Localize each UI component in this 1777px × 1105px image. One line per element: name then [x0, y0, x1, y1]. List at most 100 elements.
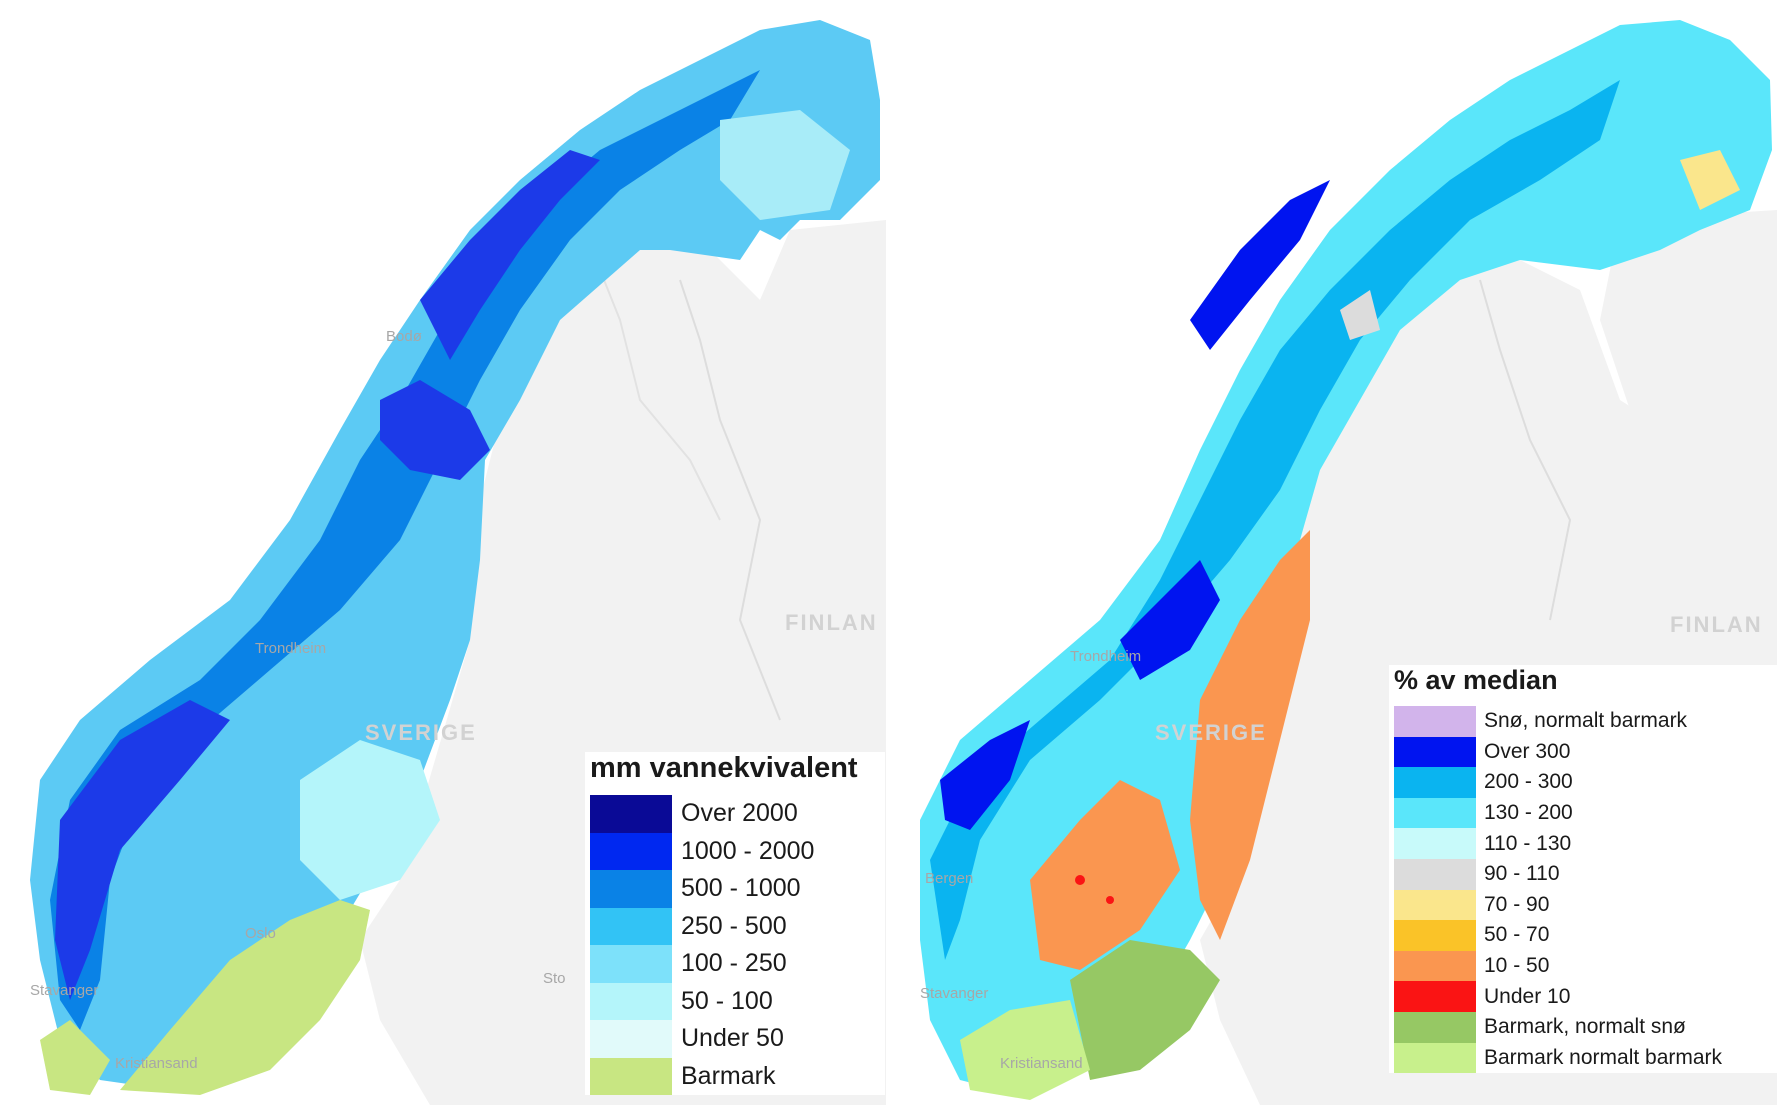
legend-label: Barmark normalt barmark — [1484, 1045, 1723, 1069]
legend-item: 110 - 130 — [1389, 828, 1777, 859]
legend-item: 50 - 70 — [1389, 920, 1777, 951]
legend-label: 500 - 1000 — [681, 874, 801, 903]
zone-under-10 — [1106, 896, 1114, 904]
place-label: Bergen — [925, 870, 974, 887]
zone-200-300 — [930, 80, 1620, 960]
legend-swatch — [590, 982, 672, 1020]
legend-swatch — [590, 795, 672, 833]
zone-1000-2000-mid — [380, 380, 490, 480]
norway-snow-base — [30, 20, 880, 1090]
zone-1000-2000-west — [55, 700, 230, 1000]
legend-item: 130 - 200 — [1389, 797, 1777, 829]
zone-over-300-mid — [1120, 560, 1220, 680]
legend-item: 250 - 500 — [585, 907, 885, 945]
zone-1000-2000-north — [420, 150, 600, 360]
legend-label: 50 - 100 — [681, 986, 773, 1015]
legend-swatch — [1394, 1042, 1476, 1074]
legend-label: Under 50 — [681, 1024, 784, 1053]
country-label: FINLAN — [785, 610, 878, 635]
zone-light-east — [300, 740, 440, 900]
legend-swatch — [1394, 828, 1476, 859]
zone-70-90-finnmark — [1680, 150, 1740, 210]
percent-median-map-panel: Bergen Trondheim Stavanger Kristiansand … — [900, 0, 1777, 1105]
zone-over-300-north — [1190, 180, 1330, 350]
legend-item: 100 - 250 — [585, 945, 885, 983]
border-line — [1479, 279, 1572, 621]
legend-item: Over 300 — [1389, 736, 1777, 768]
zone-barmark — [120, 900, 370, 1095]
place-label: Stavanger — [920, 985, 989, 1002]
zone-barmark-tip — [40, 1020, 110, 1095]
legend-item: 90 - 110 — [1389, 858, 1777, 890]
legend-swatch — [1394, 797, 1476, 829]
legend-swatch — [590, 1057, 672, 1095]
zone-barmark-normalt-sno — [1070, 940, 1220, 1080]
legend-label: 10 - 50 — [1484, 954, 1550, 978]
finland-land — [760, 220, 886, 700]
zone-10-50-east — [1190, 530, 1310, 940]
place-label: Oslo — [245, 925, 276, 942]
legend-label: Under 10 — [1484, 984, 1571, 1008]
legend-item: 500 - 1000 — [585, 870, 885, 908]
place-label: Kristiansand — [1000, 1055, 1083, 1072]
legend-label: Barmark, normalt snø — [1484, 1015, 1686, 1039]
border-line — [679, 279, 781, 721]
percent-median-legend: % av median Snø, normalt barmark Over 300… — [1389, 665, 1777, 1074]
legend-item: Snø, normalt barmark — [1389, 706, 1777, 737]
legend-label: Barmark — [681, 1061, 776, 1090]
zone-10-50-south — [1030, 780, 1180, 970]
legend-swatch — [1394, 736, 1476, 768]
place-label: Sto — [543, 970, 566, 987]
legend-label: 250 - 500 — [681, 911, 787, 940]
legend-item: Barmark — [585, 1057, 885, 1095]
zone-barmark-normalt-barmark — [960, 1000, 1090, 1100]
legend-item: 1000 - 2000 — [585, 832, 885, 870]
legend-title: mm vannekvivalent — [590, 752, 858, 784]
legend-label: 130 - 200 — [1484, 801, 1573, 825]
legend-swatch — [590, 1020, 672, 1058]
legend-label: 90 - 110 — [1484, 862, 1560, 886]
place-label: Trondheim — [255, 640, 327, 657]
legend-label: 50 - 70 — [1484, 923, 1550, 947]
country-label: SVERIGE — [365, 720, 477, 745]
country-label: FINLAN — [1670, 612, 1763, 637]
legend-item: Barmark, normalt snø — [1389, 1011, 1777, 1043]
zone-90-110 — [1340, 290, 1380, 340]
legend-swatch — [590, 870, 672, 908]
country-label: SVERIGE — [1155, 720, 1267, 745]
legend-item: Barmark normalt barmark — [1389, 1042, 1777, 1074]
legend-title: % av median — [1394, 665, 1558, 695]
legend-swatch — [1394, 981, 1476, 1012]
legend-swatch — [590, 945, 672, 983]
snow-depth-map-panel: Bodø Trondheim Oslo Stavanger Kristiansa… — [0, 0, 886, 1105]
legend-item: Under 50 — [585, 1020, 885, 1058]
legend-swatch — [590, 832, 672, 870]
legend-label: 100 - 250 — [681, 949, 787, 978]
legend-swatch — [1394, 1011, 1476, 1043]
legend-swatch — [1394, 767, 1476, 798]
coast-line-sea — [599, 269, 721, 521]
legend-label: Snø, normalt barmark — [1484, 709, 1688, 733]
zone-under-10 — [1075, 875, 1085, 885]
legend-label: Over 300 — [1484, 739, 1571, 763]
place-label: Stavanger — [30, 982, 99, 999]
place-label: Trondheim — [1070, 648, 1142, 665]
legend-swatch — [1394, 889, 1476, 921]
legend-label: 110 - 130 — [1484, 831, 1572, 855]
legend-item: Over 2000 — [585, 795, 885, 833]
legend-item: 50 - 100 — [585, 982, 885, 1020]
legend-swatch — [590, 907, 672, 945]
panel-divider — [886, 0, 900, 1105]
legend-swatch — [1394, 706, 1476, 737]
legend-item: 10 - 50 — [1389, 950, 1777, 982]
zone-light-finnmark — [720, 110, 850, 220]
zone-over-300-west — [940, 720, 1030, 830]
legend-label: 70 - 90 — [1484, 892, 1550, 916]
legend-swatch — [1394, 950, 1476, 982]
snow-depth-legend: mm vannekvivalent Over 2000 1000 - 2000 50… — [585, 752, 885, 1095]
legend-item: 200 - 300 — [1389, 767, 1777, 798]
legend-label: 1000 - 2000 — [681, 836, 815, 865]
legend-item: 70 - 90 — [1389, 889, 1777, 921]
legend-label: 200 - 300 — [1484, 770, 1573, 794]
place-label: Kristiansand — [115, 1055, 198, 1072]
